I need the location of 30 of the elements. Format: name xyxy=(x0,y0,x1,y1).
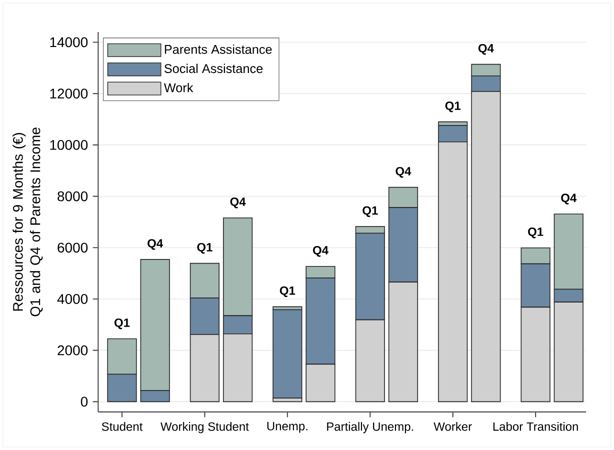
y-tick-label: 0 xyxy=(80,396,88,407)
legend-label: Work xyxy=(164,82,194,92)
annotation: Q4 xyxy=(230,198,246,208)
legend-label: Parents Assistance xyxy=(164,44,272,54)
annotation: Q1 xyxy=(114,318,130,330)
annotation: Q4 xyxy=(561,194,577,204)
annotation: Q1 xyxy=(445,101,461,112)
x-tick-label: Student xyxy=(102,422,143,431)
annotation: Q4 xyxy=(148,239,164,250)
x-tick-label: Labor Transition xyxy=(493,422,578,431)
legend-label: Social Assistance xyxy=(164,64,263,74)
x-tick-label: Worker xyxy=(434,422,472,431)
x-tick-label: Working Student xyxy=(160,422,249,434)
annotation: Q4 xyxy=(478,44,494,55)
y-tick-label: 12000 xyxy=(50,88,88,99)
y-tick-label: 8000 xyxy=(58,191,88,202)
x-tick-label: Partially Unemp. xyxy=(327,422,414,434)
y-axis-title: Ressources for 9 Months (€) Q1 and Q4 of Parents Income xyxy=(12,128,43,316)
y-tick-label: 10000 xyxy=(50,140,88,150)
x-tick-label: Unemp. xyxy=(267,422,308,433)
annotation: Q1 xyxy=(528,228,544,238)
y-tick-label: 4000 xyxy=(57,294,88,304)
y-tick-label: 14000 xyxy=(50,37,88,48)
y-tick-label: 6000 xyxy=(58,242,88,253)
annotation: Q1 xyxy=(197,242,212,254)
annotation: Q4 xyxy=(313,246,328,257)
annotation: Q1 xyxy=(362,206,378,217)
annotation: Q1 xyxy=(280,286,296,298)
annotation: Q4 xyxy=(396,166,412,178)
y-tick-label: 2000 xyxy=(58,345,88,356)
